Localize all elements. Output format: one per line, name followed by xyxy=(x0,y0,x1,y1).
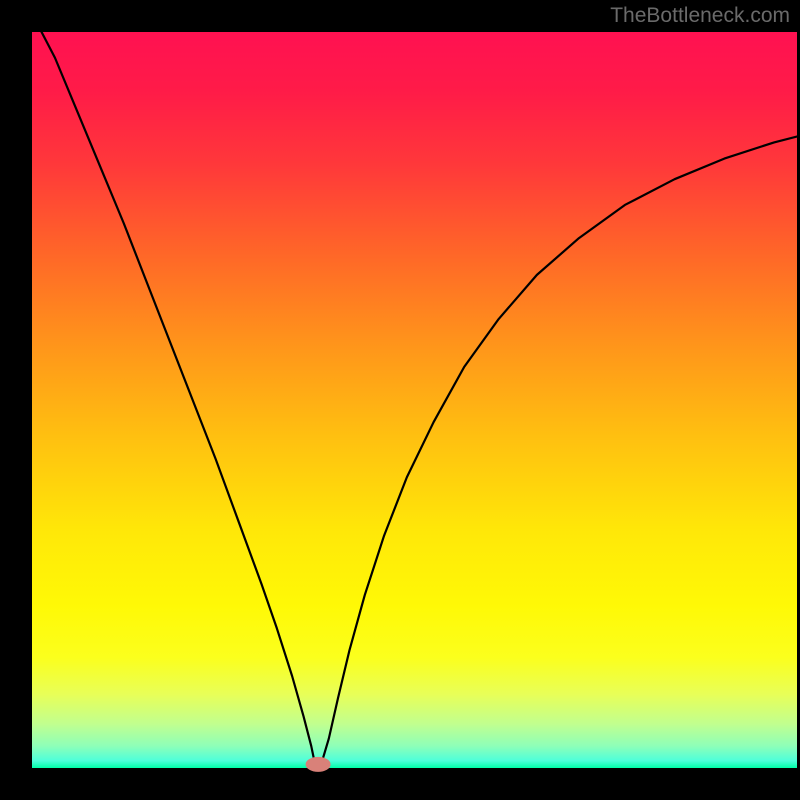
bottleneck-chart xyxy=(0,0,800,800)
chart-container: TheBottleneck.com xyxy=(0,0,800,800)
watermark-text: TheBottleneck.com xyxy=(610,4,790,28)
chart-gradient-background xyxy=(32,32,797,768)
minimum-marker xyxy=(306,757,330,771)
